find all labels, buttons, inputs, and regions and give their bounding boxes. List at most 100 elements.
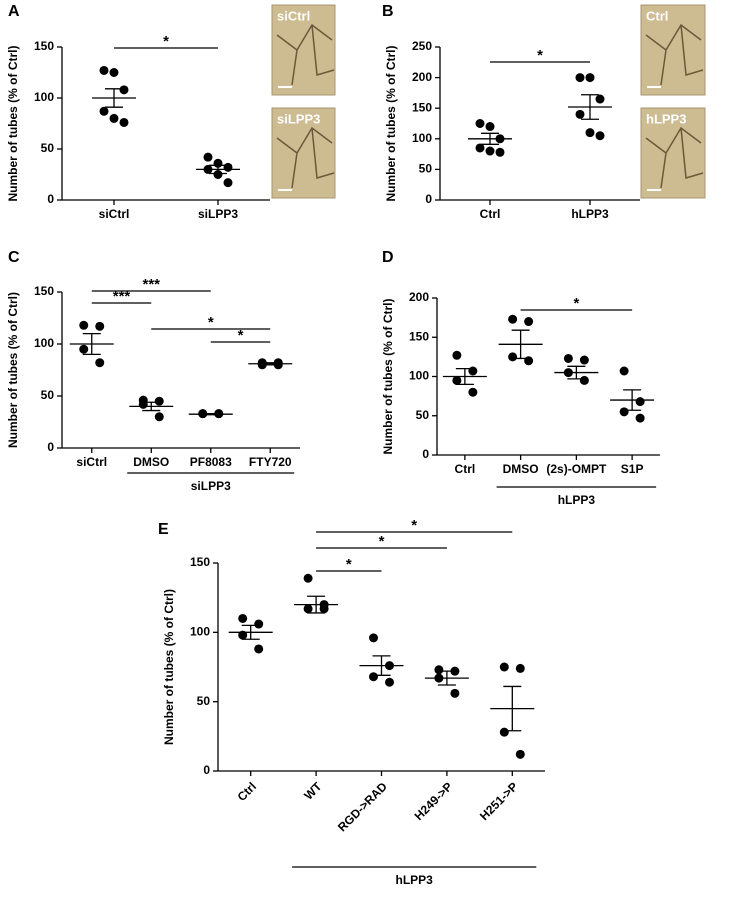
- x-tick-label: Ctrl: [455, 462, 476, 476]
- sem-bar: [209, 164, 227, 175]
- sem-bar: [241, 624, 260, 640]
- y-tick-label: 100: [412, 131, 432, 145]
- data-point: [254, 619, 264, 629]
- sem-bar: [201, 413, 220, 416]
- x-tick-label: hLPP3: [571, 207, 609, 221]
- y-tick-label: 150: [409, 329, 429, 343]
- data-point: [254, 644, 264, 654]
- sem-bar: [142, 401, 161, 412]
- y-tick-label: 200: [412, 70, 432, 84]
- y-tick-label: 200: [409, 290, 429, 304]
- data-point: [238, 613, 248, 623]
- micrograph: [640, 4, 706, 96]
- data-point: [95, 358, 105, 368]
- y-tick-label: 150: [34, 39, 54, 53]
- micrograph-label: hLPP3: [646, 111, 686, 126]
- data-point: [95, 321, 105, 331]
- data-point: [585, 73, 595, 83]
- significance-label: ***: [142, 276, 160, 293]
- panel-label: D: [382, 249, 394, 266]
- data-point: [585, 128, 595, 138]
- x-tick-label: WT: [301, 779, 325, 803]
- x-tick-label: RGD->RAD: [335, 779, 390, 834]
- micrograph-label: siCtrl: [277, 8, 310, 23]
- data-point: [524, 317, 534, 327]
- sem-bar: [437, 670, 456, 686]
- data-point: [434, 665, 444, 675]
- y-tick-label: 50: [416, 408, 430, 422]
- x-tick-label: siCtrl: [76, 455, 107, 469]
- sem-bar: [567, 365, 586, 380]
- sem-bar: [623, 389, 642, 411]
- data-point: [319, 604, 329, 614]
- y-tick-label: 150: [412, 100, 432, 114]
- data-point: [619, 407, 629, 417]
- panel-label: C: [8, 249, 20, 266]
- y-tick-label: 0: [203, 763, 210, 777]
- data-point: [468, 387, 478, 397]
- data-point: [99, 106, 109, 116]
- micrograph: [640, 107, 706, 199]
- sem-bar: [105, 88, 123, 108]
- group-label: hLPP3: [558, 493, 596, 507]
- sem-bar: [82, 332, 101, 356]
- x-tick-label: siCtrl: [99, 207, 130, 221]
- data-point: [595, 94, 605, 104]
- panel-label: A: [8, 3, 20, 20]
- panel-label: E: [158, 521, 169, 538]
- y-tick-label: 100: [190, 625, 210, 639]
- micrograph: [271, 107, 336, 199]
- data-point: [203, 152, 213, 162]
- data-point: [515, 663, 525, 673]
- data-point: [452, 350, 462, 360]
- data-point: [109, 113, 119, 123]
- data-point: [385, 677, 394, 687]
- data-point: [303, 604, 313, 614]
- micrograph-network: [645, 23, 704, 86]
- y-tick-label: 100: [34, 90, 54, 104]
- sem-bar: [261, 362, 280, 366]
- data-point: [99, 65, 109, 75]
- data-point: [635, 397, 645, 407]
- y-axis-label: Number of tubes (% of Ctrl): [6, 46, 20, 202]
- x-tick-label: siLPP3: [198, 207, 238, 221]
- sem-bar: [511, 329, 530, 360]
- data-point: [369, 633, 378, 643]
- data-point: [452, 375, 462, 385]
- x-tick-label: Ctrl: [235, 779, 260, 804]
- data-point: [119, 85, 129, 95]
- y-axis-label: Number of tubes (% of Ctrl): [162, 589, 176, 745]
- y-tick-label: 50: [41, 388, 55, 402]
- significance-label: *: [163, 33, 169, 50]
- x-tick-label: PF8083: [190, 455, 232, 469]
- sem-bar: [372, 655, 391, 676]
- y-tick-label: 250: [412, 39, 432, 53]
- data-point: [109, 68, 119, 77]
- micrograph-network: [276, 23, 335, 86]
- micrograph-network: [645, 126, 704, 189]
- sem-bar: [455, 368, 474, 385]
- significance-label: *: [411, 517, 417, 534]
- significance-label: *: [238, 327, 244, 344]
- sem-bar: [581, 94, 599, 120]
- y-axis-label: Number of tubes (% of Ctrl): [6, 292, 20, 448]
- significance-label: *: [379, 533, 385, 550]
- group-label: siLPP3: [191, 479, 231, 493]
- y-tick-label: 0: [425, 192, 432, 206]
- micrograph-label: siLPP3: [277, 111, 320, 126]
- significance-label: *: [208, 314, 214, 331]
- data-point: [575, 109, 585, 119]
- data-point: [575, 73, 585, 83]
- data-point: [468, 366, 478, 376]
- micrograph-network: [276, 126, 335, 189]
- data-point: [515, 749, 525, 759]
- data-point: [579, 355, 589, 365]
- y-tick-label: 100: [409, 369, 429, 383]
- data-point: [154, 396, 164, 406]
- significance-label: *: [346, 556, 352, 573]
- data-point: [595, 131, 605, 141]
- data-point: [499, 727, 509, 737]
- data-point: [495, 147, 505, 157]
- x-tick-label: Ctrl: [480, 207, 501, 221]
- y-tick-label: 100: [34, 336, 54, 350]
